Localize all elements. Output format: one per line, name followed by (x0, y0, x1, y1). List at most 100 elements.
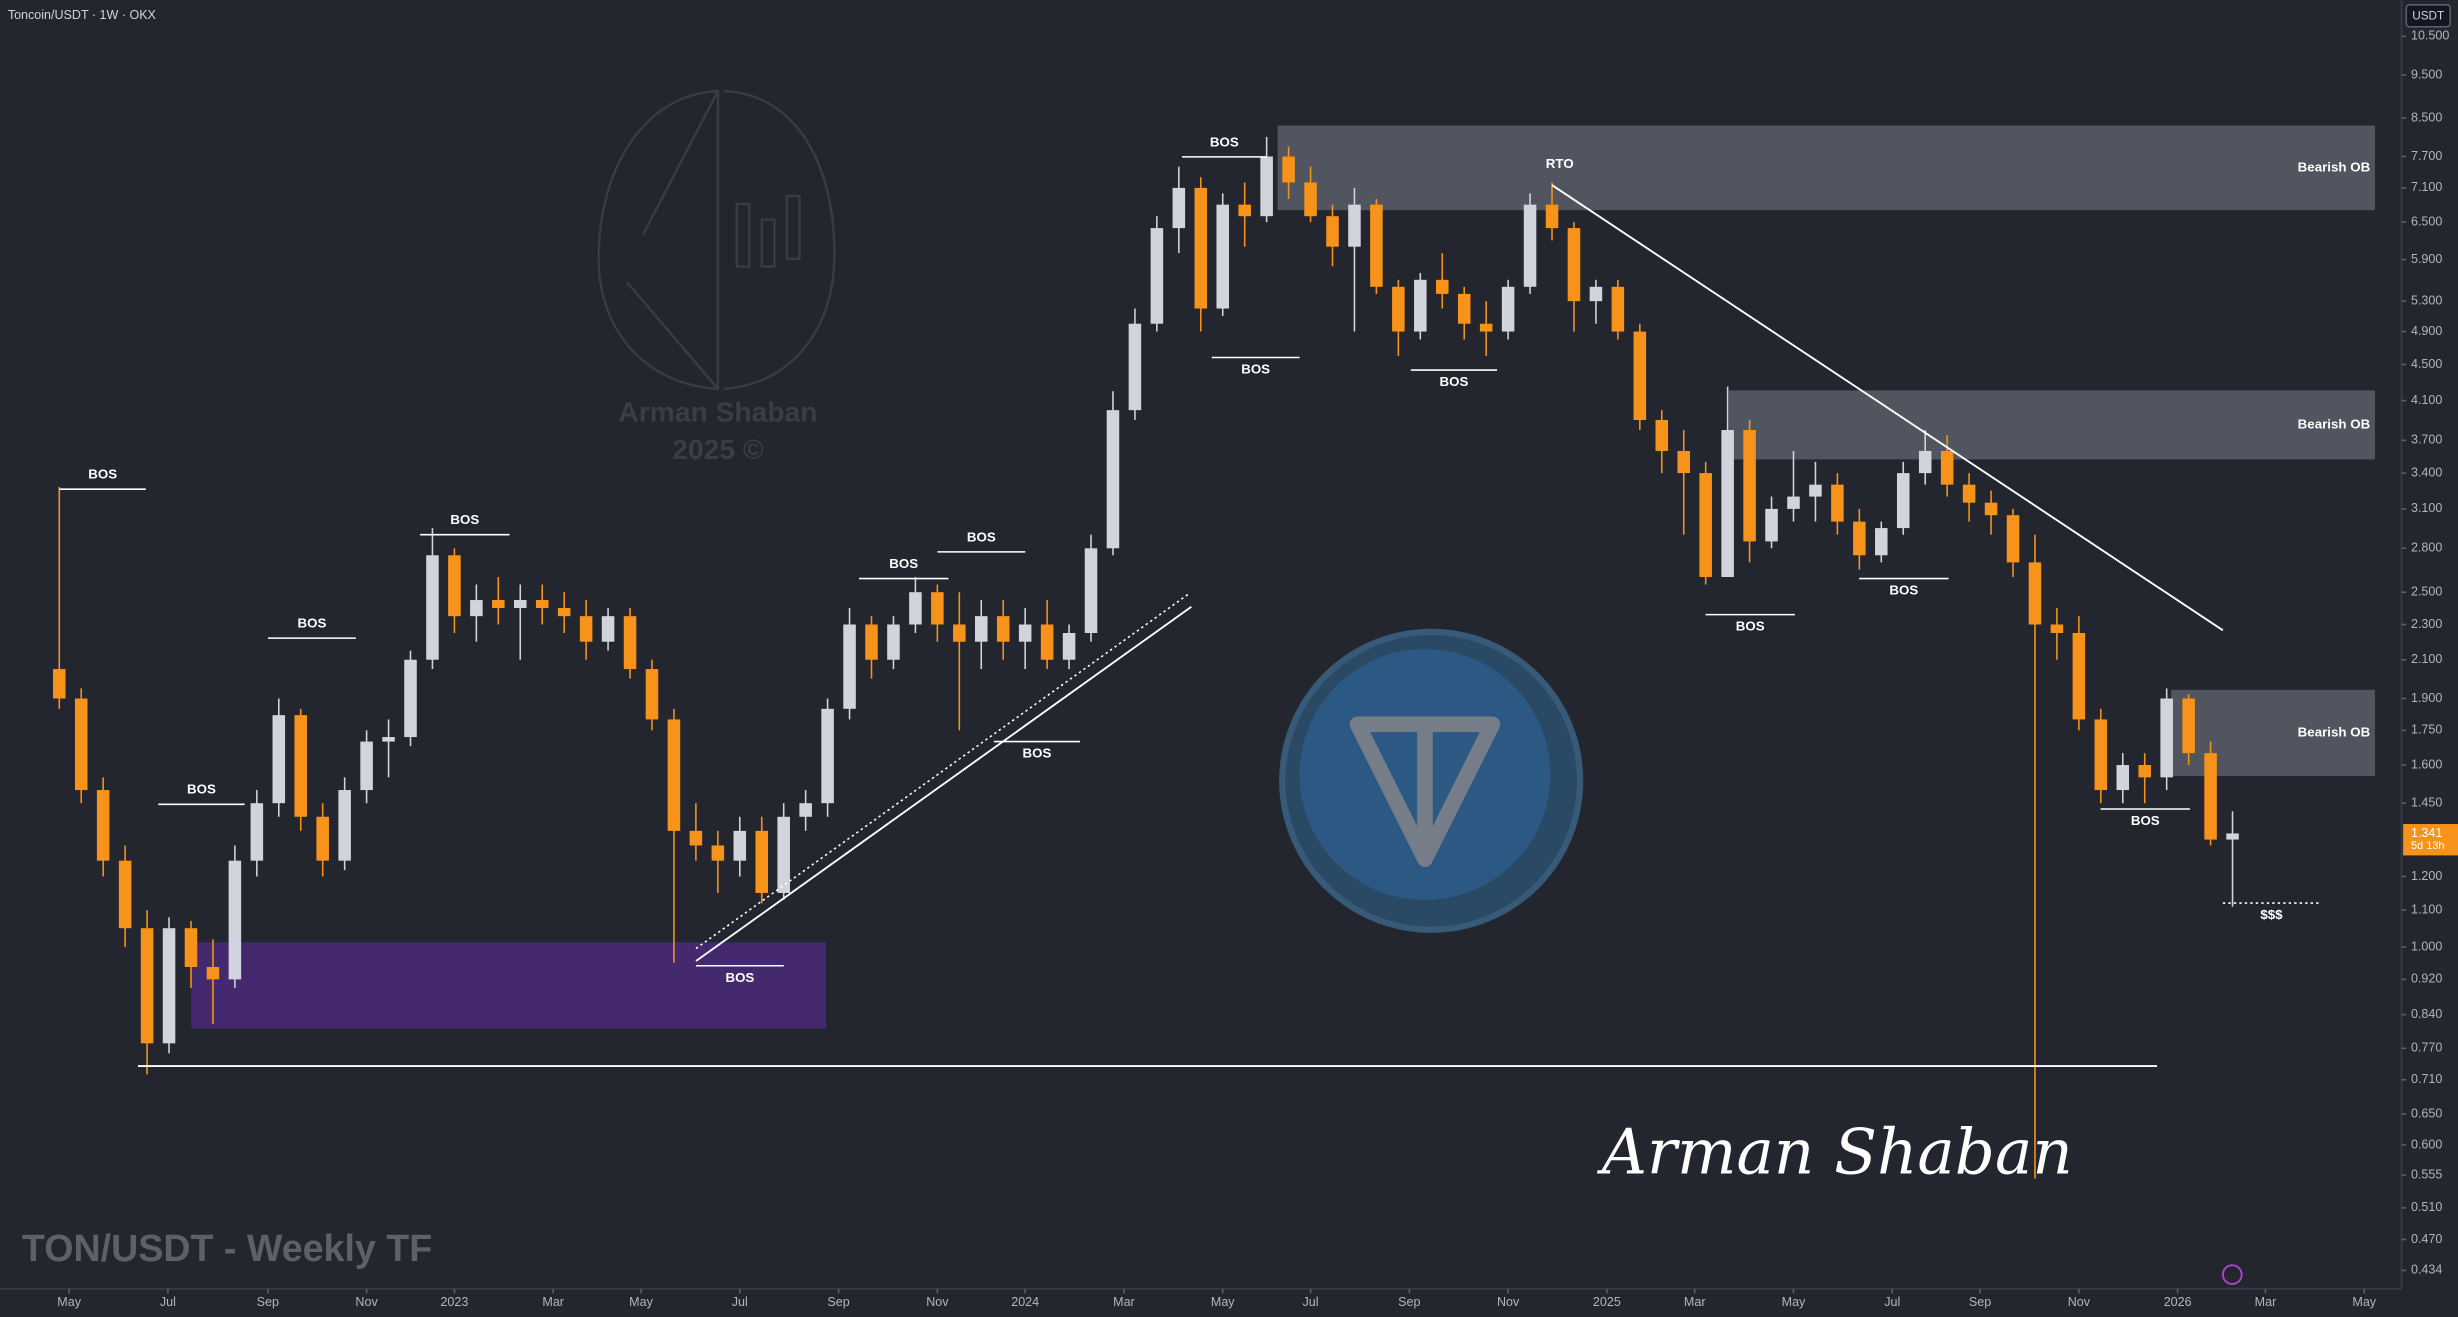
candle-body (645, 669, 659, 720)
y-tick-label: 7.700 (2411, 149, 2442, 163)
candle-body (1282, 156, 1295, 183)
y-tick-label: 8.500 (2411, 111, 2442, 125)
bos-label: BOS (1241, 362, 1270, 377)
y-tick-label: 3.700 (2411, 433, 2442, 447)
candle-body (1831, 484, 1844, 522)
y-tick-label: 1.600 (2411, 757, 2442, 771)
rto-label: RTO (1546, 156, 1574, 171)
candle-body (404, 659, 417, 738)
candle-body (228, 860, 242, 980)
candle-body (2006, 515, 2020, 563)
x-tick-label: 2025 (1593, 1295, 1621, 1309)
x-tick-label: Nov (926, 1295, 949, 1309)
y-tick-label: 5.900 (2411, 252, 2442, 266)
bearish-ob-label: Bearish OB (2298, 416, 2371, 431)
bearish-ob-label: Bearish OB (2298, 724, 2371, 739)
candle-body (1435, 279, 1449, 294)
candle-body (711, 845, 725, 861)
candle-body (1106, 410, 1120, 549)
candle-body (184, 928, 198, 967)
bos-label: BOS (967, 529, 996, 544)
y-tick-label: 4.500 (2411, 357, 2442, 371)
candle-body (777, 816, 790, 893)
candle-body (206, 966, 220, 980)
candle-body (1348, 204, 1361, 247)
x-tick-label: Mar (1113, 1295, 1135, 1309)
watermark-name: Arman Shaban (618, 395, 817, 427)
candle-body (2160, 698, 2173, 778)
x-tick-label: Sep (257, 1295, 279, 1309)
candle-body (1743, 430, 1756, 542)
candle-body (623, 616, 637, 670)
bos-label: BOS (187, 782, 216, 797)
bos-label: BOS (1210, 134, 1239, 149)
x-tick-label: Mar (2255, 1295, 2277, 1309)
x-tick-label: May (1782, 1295, 1806, 1309)
watermark-logo (597, 89, 836, 391)
y-tick-label: 4.900 (2411, 324, 2442, 338)
candle-body (1896, 473, 1910, 529)
candle-body (535, 600, 549, 609)
y-tick-label: 0.770 (2411, 1041, 2442, 1055)
x-tick-label: Mar (542, 1295, 564, 1309)
y-tick-label: 0.710 (2411, 1072, 2442, 1086)
candle-body (557, 608, 571, 617)
x-tick-label: 2023 (440, 1295, 468, 1309)
candle-body (492, 600, 505, 609)
candle-body (1062, 633, 1076, 660)
x-tick-label: 2024 (1011, 1295, 1039, 1309)
bos-label: BOS (1889, 583, 1918, 598)
candle-body (1018, 624, 1032, 642)
candle-body (140, 928, 154, 1044)
bos-label: BOS (1440, 374, 1469, 389)
candle-body (96, 790, 110, 861)
watermark-year: 2025 © (672, 433, 764, 465)
currency: USDT (2412, 10, 2444, 23)
candle-body (1984, 502, 1998, 516)
candle-body (865, 624, 878, 660)
candle-body (162, 928, 176, 1044)
candle-body (1699, 473, 1712, 578)
y-tick-label: 0.600 (2411, 1137, 2442, 1151)
candle-body (1392, 286, 1405, 332)
y-tick-label: 6.500 (2411, 214, 2442, 228)
x-tick-label: Nov (355, 1295, 378, 1309)
candle-body (931, 592, 944, 625)
y-tick-label: 0.510 (2411, 1200, 2442, 1214)
y-tick-label: 2.100 (2411, 652, 2442, 666)
candle-body (1260, 156, 1273, 217)
replay-icon[interactable] (2221, 1264, 2243, 1285)
candle-body (755, 830, 769, 893)
y-tick-label: 0.840 (2411, 1007, 2442, 1021)
x-tick-label: May (629, 1295, 653, 1309)
axis-labels: 10.500 9.500 8.500 7.700 7.100 6.500 5.900 5.30… (57, 29, 2458, 1309)
candle-body (1084, 548, 1098, 634)
y-tick-label: 0.920 (2411, 972, 2442, 986)
x-tick-label: May (2352, 1295, 2376, 1309)
x-tick-label: Nov (1497, 1295, 1520, 1309)
x-tick-label: Sep (1969, 1295, 1991, 1309)
y-tick-label: 1.000 (2411, 939, 2442, 953)
candle-body (821, 708, 834, 804)
x-tick-label: May (57, 1295, 81, 1309)
candle-body (294, 715, 308, 817)
y-tick-label: 3.100 (2411, 501, 2442, 515)
candle-body (887, 624, 900, 660)
candle-body (2138, 765, 2151, 778)
candle-body (2182, 698, 2195, 754)
candle-body (996, 616, 1010, 642)
candle-body (1304, 182, 1317, 217)
last-price-box (2403, 824, 2458, 856)
liquidity-label: $$$ (2260, 907, 2283, 922)
candle-body (1721, 430, 1734, 578)
candle-body (1567, 228, 1581, 302)
candle-body (1589, 286, 1603, 302)
candle-body (382, 737, 395, 742)
time-axis (0, 1288, 2458, 1317)
candle-body (360, 741, 373, 791)
demand-zone (191, 942, 827, 1029)
currency-box (2405, 4, 2451, 28)
candle-body (1238, 204, 1251, 217)
candle-body (1414, 279, 1427, 332)
